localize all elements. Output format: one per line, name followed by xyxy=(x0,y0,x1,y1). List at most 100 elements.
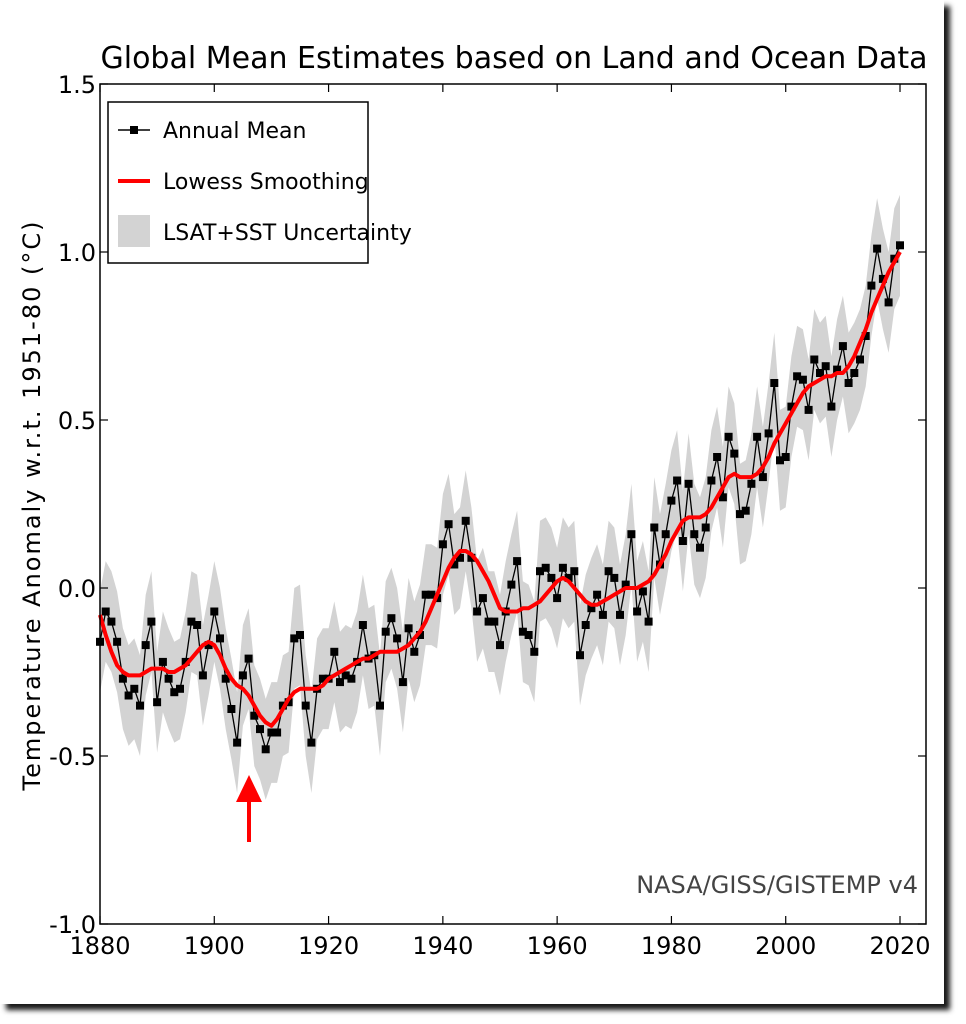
annual-mean-point xyxy=(456,553,464,562)
annual-mean-point xyxy=(673,476,682,485)
annual-mean-point xyxy=(204,641,213,650)
annual-mean-point xyxy=(627,530,636,539)
annual-mean-point xyxy=(113,637,122,646)
annual-mean-point xyxy=(256,725,264,734)
annual-mean-point xyxy=(810,355,819,364)
annual-mean-point xyxy=(690,530,699,539)
annual-mean-point xyxy=(193,621,202,629)
annual-mean-point xyxy=(438,540,447,549)
arrow-head xyxy=(236,775,262,802)
annual-mean-point xyxy=(833,365,842,374)
x-tick-label: 1900 xyxy=(184,932,245,960)
annual-mean-point xyxy=(878,274,887,283)
x-tick-label: 2000 xyxy=(755,932,816,960)
annual-mean-point xyxy=(638,587,647,596)
annual-mean-point xyxy=(518,627,527,636)
annual-mean-point xyxy=(176,684,184,693)
annual-mean-point xyxy=(330,647,339,656)
annual-mean-point xyxy=(861,332,870,340)
annual-mean-point xyxy=(164,674,173,683)
annual-mean-point xyxy=(181,657,190,666)
annual-mean-point xyxy=(781,453,790,461)
annual-mean-point xyxy=(273,728,282,737)
annual-mean-point xyxy=(473,607,482,616)
annual-mean-point xyxy=(101,607,110,616)
annual-mean-point xyxy=(227,705,236,713)
annual-mean-point xyxy=(667,496,676,505)
annual-mean-point xyxy=(536,567,544,576)
annual-mean-point xyxy=(530,647,539,656)
annual-mean-point xyxy=(187,617,196,626)
annual-mean-point xyxy=(593,590,602,599)
annual-mean-point xyxy=(850,369,859,377)
x-tick-label: 1920 xyxy=(298,932,359,960)
annual-mean-point xyxy=(884,298,893,307)
annual-mean-point xyxy=(827,402,836,411)
annual-mean-point xyxy=(650,523,659,532)
annual-mean-point xyxy=(267,728,276,737)
annual-mean-point xyxy=(587,604,596,613)
annual-mean-point xyxy=(741,506,750,515)
annual-mean-point xyxy=(598,610,607,619)
annual-mean-point xyxy=(398,678,407,687)
annual-mean-point xyxy=(541,563,550,572)
annual-mean-point xyxy=(233,738,242,747)
annual-mean-point xyxy=(461,516,470,525)
legend-uncertainty-swatch xyxy=(118,215,150,247)
annual-mean-point xyxy=(347,674,356,683)
y-tick-label: -0.5 xyxy=(49,743,96,771)
annual-mean-point xyxy=(336,678,344,687)
annual-mean-point xyxy=(153,698,162,707)
y-tick-label: 0.5 xyxy=(58,407,96,435)
x-tick-label: 2020 xyxy=(869,932,930,960)
annual-mean-point xyxy=(896,241,904,250)
annual-mean-point xyxy=(341,671,350,680)
y-tick-label: 1.5 xyxy=(58,71,96,99)
annual-mean-point xyxy=(701,523,710,532)
annual-mean-point xyxy=(696,543,704,552)
annual-mean-point xyxy=(290,634,299,643)
annual-mean-point xyxy=(381,627,390,636)
annual-mean-point xyxy=(307,738,316,747)
annual-mean-point xyxy=(393,634,402,643)
x-tick-label: 1960 xyxy=(527,932,588,960)
annual-mean-point xyxy=(210,607,219,616)
y-tick-label: 1.0 xyxy=(58,239,96,267)
annual-mean-point xyxy=(118,674,127,683)
annual-mean-point xyxy=(478,594,487,603)
legend-box xyxy=(107,101,369,264)
annual-mean-point xyxy=(570,567,579,576)
legend-annual-marker xyxy=(130,126,138,134)
y-tick-label: 0.0 xyxy=(58,575,96,603)
annual-mean-point xyxy=(547,573,556,582)
annual-mean-point xyxy=(107,617,116,626)
legend-annual-label: Annual Mean xyxy=(163,119,306,144)
annual-mean-point xyxy=(798,375,807,384)
annual-mean-point xyxy=(261,745,270,754)
annual-mean-point xyxy=(776,456,784,465)
annual-mean-point xyxy=(141,641,150,650)
annual-mean-point xyxy=(198,671,207,680)
annual-mean-point xyxy=(427,590,436,599)
annual-mean-point xyxy=(136,701,144,710)
annual-mean-point xyxy=(513,557,522,566)
annual-mean-point xyxy=(724,432,733,441)
y-axis-label: Temperature Anomaly w.r.t. 1951-80 (°C) xyxy=(18,220,46,792)
annual-mean-point xyxy=(147,617,156,626)
annual-mean-point xyxy=(707,476,716,485)
uncertainty-band xyxy=(100,194,900,800)
annual-mean-point xyxy=(444,520,453,529)
annual-mean-point xyxy=(713,453,722,461)
x-tick-label: 1980 xyxy=(641,932,702,960)
annual-mean-point xyxy=(387,614,396,623)
annual-mean-point xyxy=(793,372,802,381)
annual-mean-point xyxy=(524,631,533,639)
annual-mean-point xyxy=(661,530,670,539)
source-credit: NASA/GISS/GISTEMP v4 xyxy=(636,871,918,899)
annual-mean-point xyxy=(467,553,476,562)
annual-mean-point xyxy=(553,594,562,603)
annual-mean-point xyxy=(856,355,864,364)
y-tick-label: -1.0 xyxy=(49,911,96,939)
annual-mean-point xyxy=(576,651,584,660)
annual-mean-point xyxy=(301,701,310,710)
